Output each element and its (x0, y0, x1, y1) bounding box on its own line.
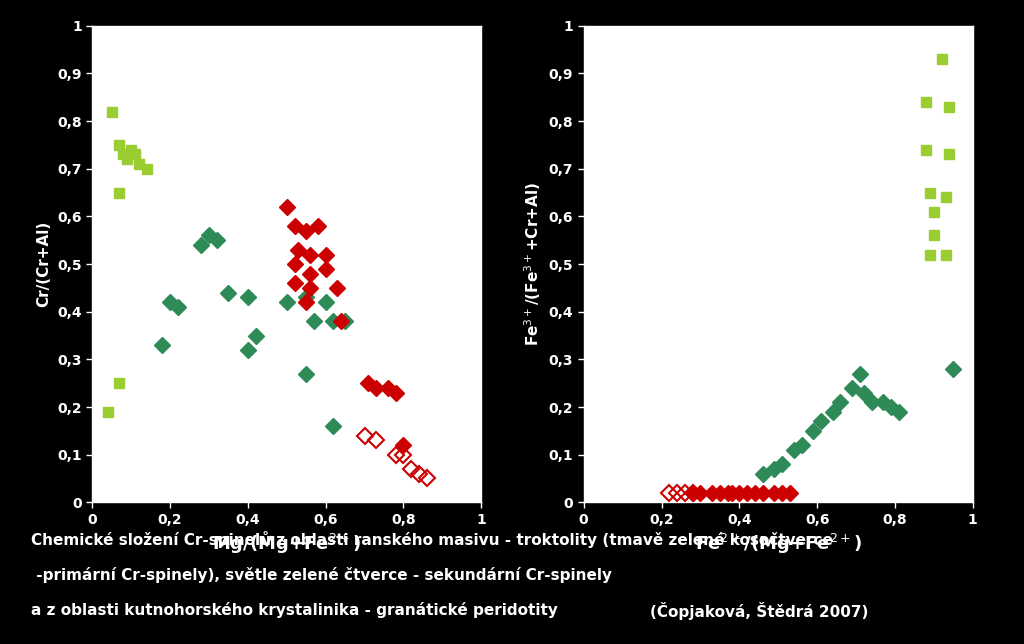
X-axis label: Fe$^{2+}$/(Mg+Fe$^{2+}$): Fe$^{2+}$/(Mg+Fe$^{2+}$) (695, 533, 861, 556)
Text: a z oblasti kutnohorského krystalinika - granátické peridotity: a z oblasti kutnohorského krystalinika -… (31, 602, 558, 618)
Text: -primární Cr-spinely), světle zelené čtverce - sekundární Cr-spinely: -primární Cr-spinely), světle zelené čtv… (31, 567, 611, 583)
X-axis label: Mg/(Mg+Fe$^{2+}$): Mg/(Mg+Fe$^{2+}$) (212, 533, 361, 556)
Y-axis label: Cr/(Cr+Al): Cr/(Cr+Al) (37, 221, 51, 307)
Y-axis label: Fe$^{3+}$/(Fe$^{3+}$+Cr+Al): Fe$^{3+}$/(Fe$^{3+}$+Cr+Al) (522, 182, 543, 346)
Text: Chemické složení Cr-spinelů z oblasti ranského masivu - troktolity (tmavě zelené: Chemické složení Cr-spinelů z oblasti ra… (31, 531, 833, 548)
Text: (Čopjaková, Štědrá 2007): (Čopjaková, Štědrá 2007) (650, 602, 868, 620)
